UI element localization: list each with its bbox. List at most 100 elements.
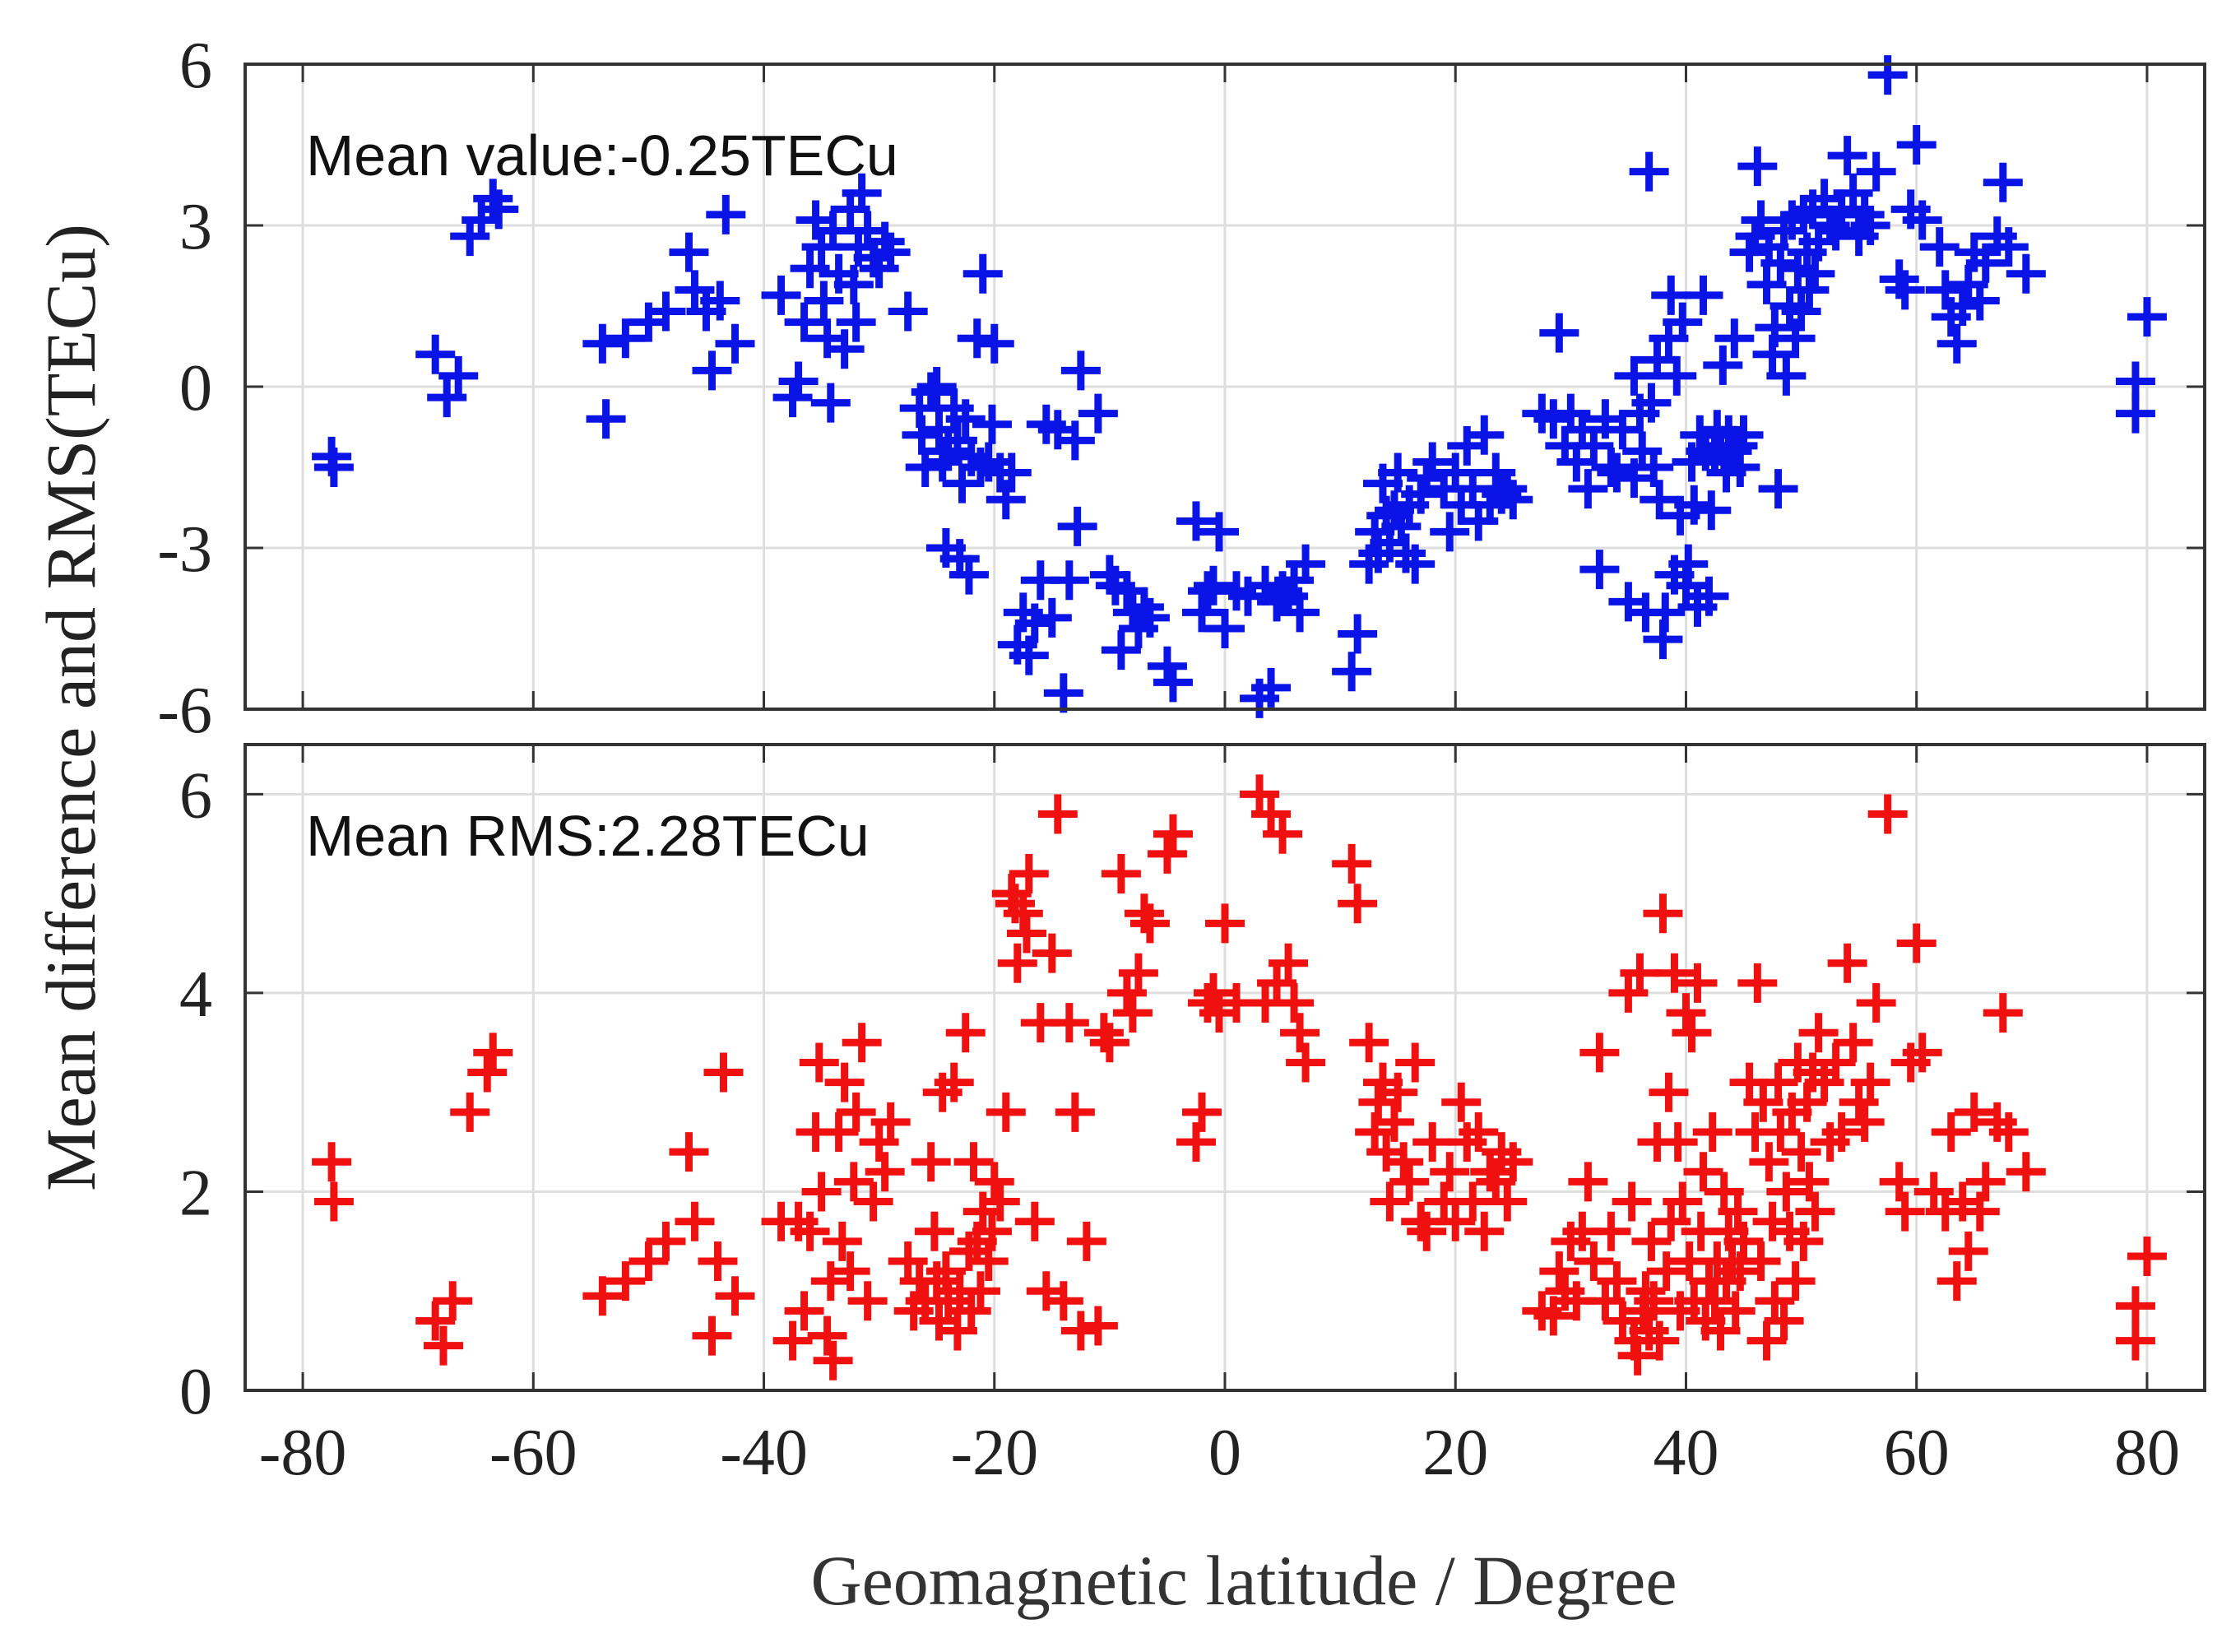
data-point	[1700, 1311, 1741, 1351]
data-point	[949, 555, 989, 595]
data-point	[911, 1142, 951, 1182]
data-point	[972, 404, 1012, 444]
data-point	[700, 281, 740, 321]
data-point	[1384, 1142, 1424, 1182]
data-point	[1251, 794, 1292, 834]
data-point	[836, 302, 876, 342]
data-point	[1037, 794, 1078, 834]
data-point	[813, 1340, 853, 1381]
data-point	[1936, 1261, 1977, 1302]
data-point	[1723, 1221, 1764, 1261]
data-point	[715, 323, 755, 364]
data-point	[833, 1162, 874, 1202]
data-point	[1692, 1112, 1732, 1152]
top-panel: 6 3 0 -3 -6 Mean value:-0.25TECu	[157, 30, 2206, 747]
data-point	[962, 253, 1003, 294]
data-point	[1657, 355, 1697, 396]
data-point	[1634, 448, 1674, 487]
data-point	[784, 1291, 824, 1331]
data-point	[1338, 884, 1378, 924]
y-tick-label: 6	[179, 30, 212, 102]
data-point	[415, 334, 456, 374]
data-point	[1674, 485, 1714, 525]
data-point	[1755, 308, 1795, 348]
data-point	[1269, 943, 1309, 983]
data-point	[1816, 1042, 1856, 1083]
data-point	[1787, 1082, 1827, 1122]
data-point	[1286, 544, 1326, 584]
data-point	[974, 1162, 1014, 1202]
data-point	[1737, 146, 1778, 187]
data-point	[715, 1276, 755, 1316]
data-point	[646, 291, 686, 332]
data-point	[937, 1311, 977, 1351]
data-point	[433, 1281, 473, 1321]
data-point	[1867, 55, 1908, 95]
data-point	[628, 1241, 669, 1281]
x-axis-label: Geomagnetic latitude / Degree	[810, 1541, 1677, 1620]
data-point	[1640, 480, 1680, 520]
data-point	[865, 1152, 905, 1192]
data-point	[1714, 318, 1755, 359]
data-point	[1965, 1162, 2006, 1202]
data-point	[1902, 200, 1942, 240]
data-point	[914, 1211, 954, 1251]
data-point	[1089, 1023, 1129, 1063]
data-point	[1032, 597, 1072, 638]
x-tick-label: 0	[1208, 1417, 1241, 1489]
data-point	[761, 275, 801, 315]
data-point	[1129, 597, 1170, 638]
data-point	[1579, 550, 1620, 590]
data-point	[1441, 1082, 1482, 1122]
data-point	[1764, 1301, 1804, 1341]
data-point	[1597, 1261, 1637, 1302]
data-point	[1539, 1251, 1579, 1292]
data-point	[1983, 162, 2023, 202]
data-point	[1789, 1162, 1830, 1202]
y-tick-label: 6	[179, 759, 212, 832]
data-point	[1407, 1211, 1447, 1251]
data-point	[675, 270, 715, 310]
data-point	[1649, 1072, 1689, 1112]
data-point	[582, 323, 623, 364]
data-point	[675, 1201, 715, 1241]
data-point	[467, 1052, 508, 1093]
data-point	[1533, 399, 1574, 439]
data-point	[1181, 592, 1222, 633]
data-point	[824, 329, 865, 369]
data-point	[1663, 1181, 1703, 1222]
data-point	[312, 1142, 352, 1182]
data-point	[1060, 1311, 1101, 1351]
data-point	[1349, 1023, 1389, 1063]
data-point	[1988, 227, 2029, 267]
data-point	[1493, 480, 1533, 520]
data-point	[2006, 1152, 2046, 1192]
data-point	[1585, 1281, 1626, 1321]
data-point	[1286, 1042, 1326, 1083]
data-point	[1695, 1281, 1735, 1321]
data-point	[692, 1316, 732, 1356]
data-point	[1395, 544, 1436, 584]
data-point	[1741, 1241, 1781, 1281]
data-point	[1942, 286, 1983, 326]
data-point	[1205, 903, 1245, 944]
data-point	[1749, 1142, 1789, 1182]
data-point	[1902, 1032, 1942, 1073]
data-point	[951, 1291, 991, 1331]
data-point	[1666, 993, 1706, 1033]
data-point	[833, 264, 874, 304]
x-tick-label: -60	[489, 1417, 577, 1489]
data-point	[1856, 983, 1896, 1023]
data-point	[1885, 1191, 1925, 1232]
data-point	[1703, 345, 1743, 385]
y-tick-label: 2	[179, 1157, 212, 1229]
x-tick-label: -20	[950, 1417, 1038, 1489]
data-point	[479, 189, 519, 230]
data-point	[1919, 227, 1960, 267]
data-point	[1629, 151, 1669, 192]
data-point	[911, 372, 951, 412]
data-point	[1153, 814, 1193, 854]
data-point	[1263, 814, 1303, 854]
data-point	[1798, 1013, 1839, 1053]
data-point	[1464, 1211, 1505, 1251]
